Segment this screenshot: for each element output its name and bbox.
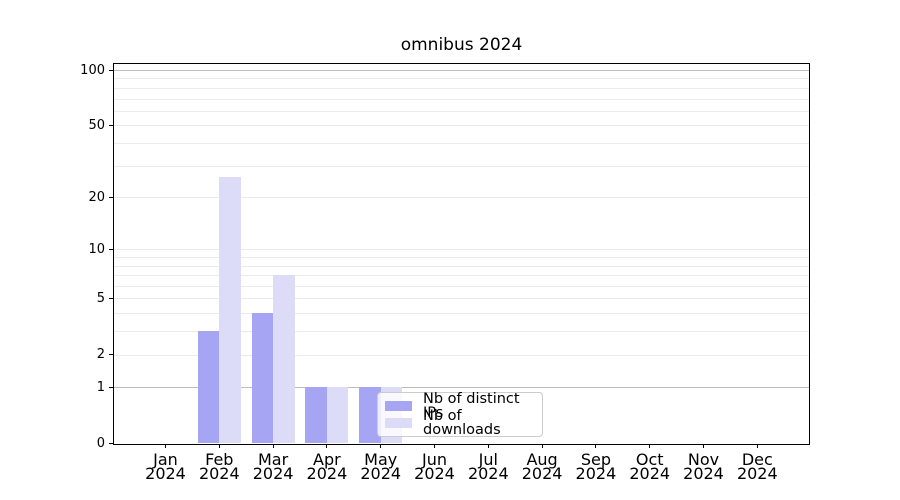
- x-tick-label: Mar 2024: [252, 449, 294, 483]
- x-tick-mark: [165, 443, 166, 448]
- gridline-minor: [113, 257, 810, 259]
- gridline-minor: [113, 265, 810, 267]
- gridline-minor: [113, 331, 810, 333]
- gridline-major: [113, 387, 810, 389]
- bar-downloads-feb: [219, 176, 241, 444]
- x-tick-mark: [380, 443, 382, 448]
- gridline-minor: [113, 249, 810, 251]
- y-tick-mark: [108, 196, 113, 198]
- x-tick-label: Jan 2024: [145, 449, 186, 483]
- gridline-minor: [113, 142, 810, 144]
- x-tick-mark: [703, 443, 704, 448]
- y-tick-label: 2: [96, 347, 105, 363]
- y-tick-mark: [108, 443, 113, 444]
- x-tick-label: Nov 2024: [683, 449, 724, 483]
- y-tick-label: 10: [88, 241, 105, 257]
- gridline-minor: [113, 298, 810, 300]
- legend-swatch-distinct-ips: [385, 400, 412, 411]
- x-tick-label: May 2024: [360, 449, 402, 483]
- x-tick-mark: [218, 443, 220, 448]
- x-tick-label: Dec 2024: [736, 449, 778, 483]
- legend-label-downloads: Nb of downloads: [423, 408, 501, 439]
- y-tick-label: 0: [96, 436, 105, 451]
- y-tick-label: 20: [88, 189, 105, 205]
- gridline-minor: [113, 354, 810, 356]
- y-tick-label: 50: [88, 117, 105, 133]
- legend-swatch-downloads: [385, 418, 412, 429]
- y-tick-label: 5: [96, 290, 105, 306]
- chart-title: omnibus 2024: [400, 35, 523, 55]
- legend-item-distinct-ips: Nb of distinct IPs: [385, 392, 542, 420]
- x-tick-label: Oct 2024: [629, 449, 671, 483]
- gridline-minor: [113, 87, 810, 89]
- bar-distinct-ips-feb: [197, 331, 220, 444]
- x-tick-label: Jun 2024: [414, 449, 455, 483]
- bar-distinct-ips-apr: [305, 387, 327, 444]
- bar-downloads-mar: [273, 275, 295, 444]
- y-tick-mark: [108, 248, 113, 250]
- gridline-minor: [113, 165, 810, 167]
- x-tick-mark: [326, 443, 328, 448]
- y-tick-label: 100: [80, 62, 105, 78]
- gridline-minor: [113, 275, 810, 277]
- x-tick-label: Aug 2024: [521, 449, 563, 483]
- bar-distinct-ips-mar: [251, 313, 274, 444]
- y-tick-mark: [108, 297, 113, 299]
- x-tick-label: Jul 2024: [467, 449, 509, 483]
- y-tick-mark: [108, 386, 113, 388]
- gridline-minor: [113, 286, 810, 288]
- x-tick-mark: [595, 443, 597, 448]
- x-tick-mark: [756, 443, 758, 448]
- legend: Nb of distinct IPs Nb of downloads: [377, 392, 543, 438]
- y-tick-mark: [108, 69, 113, 71]
- x-tick-label: Feb 2024: [198, 449, 240, 483]
- y-tick-mark: [108, 124, 113, 126]
- legend-label-distinct-ips: Nb of distinct IPs: [423, 390, 520, 421]
- legend-item-downloads: Nb of downloads: [385, 409, 542, 438]
- x-tick-label: Apr 2024: [306, 449, 348, 483]
- gridline-minor: [113, 197, 810, 199]
- gridline-minor: [113, 110, 810, 112]
- x-tick-mark: [487, 443, 489, 448]
- x-tick-mark: [541, 443, 543, 448]
- x-tick-label: Sep 2024: [575, 449, 617, 483]
- gridline-minor: [113, 78, 810, 80]
- bar-distinct-ips-may: [359, 387, 381, 444]
- x-tick-mark: [649, 443, 651, 448]
- gridline-minor: [113, 98, 810, 100]
- gridline-major: [113, 70, 810, 71]
- y-tick-mark: [108, 354, 113, 356]
- x-tick-mark: [272, 443, 274, 448]
- x-tick-mark: [434, 443, 435, 448]
- gridline-minor: [113, 125, 810, 127]
- gridline-minor: [113, 313, 810, 315]
- bar-downloads-apr: [326, 387, 349, 444]
- y-tick-label: 1: [96, 379, 105, 395]
